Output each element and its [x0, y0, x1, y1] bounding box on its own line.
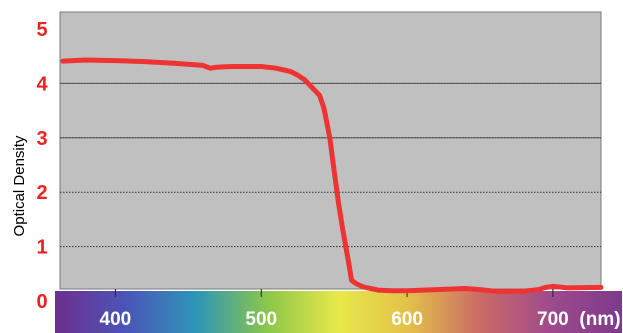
y-tick-label: 5	[36, 19, 47, 41]
y-tick-label: 3	[36, 128, 47, 150]
y-tick-label: 0	[36, 291, 47, 313]
y-axis-label: Optical Density	[11, 135, 28, 236]
x-axis-ticks: 400 500 600 700	[100, 289, 569, 330]
y-tick-label: 4	[36, 73, 48, 95]
x-tick-label: 500	[245, 309, 277, 330]
x-tick-label: 700	[537, 309, 569, 330]
optical-density-line	[60, 57, 604, 294]
x-axis-unit: (nm)	[579, 309, 620, 330]
x-tick-label: 400	[100, 309, 132, 330]
y-tick-label: 1	[36, 237, 47, 259]
y-tick-label: 2	[36, 182, 47, 204]
y-axis-ticks: 0 1 2 3 4 5	[36, 19, 48, 313]
x-tick-label: 600	[391, 309, 423, 330]
wavelength-spectrum-bar	[55, 291, 622, 333]
